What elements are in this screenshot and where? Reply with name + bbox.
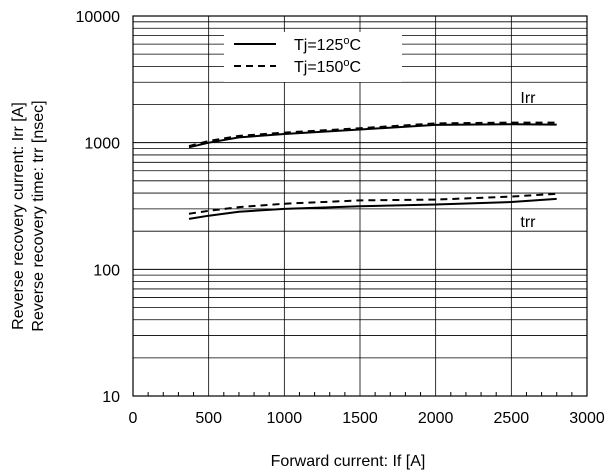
y-axis-label-line1: Reverse recovery current: Irr [A] bbox=[10, 102, 27, 330]
y-tick-label: 10 bbox=[102, 389, 120, 406]
series-irr-solid bbox=[188, 123, 557, 149]
legend-label-tj125: Tj=125oC bbox=[294, 35, 361, 54]
annotation-trr: trr bbox=[520, 214, 536, 231]
series-trr-solid bbox=[188, 197, 557, 220]
x-tick-label: 1500 bbox=[342, 410, 378, 427]
annotation-irr: Irr bbox=[520, 90, 536, 107]
series-trr-dashed bbox=[188, 192, 557, 215]
y-tick-label: 100 bbox=[93, 262, 120, 279]
x-tick-label: 2000 bbox=[418, 410, 454, 427]
series-irr-dashed bbox=[188, 121, 557, 148]
plot-frame bbox=[132, 15, 588, 397]
x-tick-label: 1000 bbox=[267, 410, 303, 427]
y-axis-label-line2: Reverse recovery time: trr [nsec] bbox=[30, 100, 47, 331]
x-tick-label: 500 bbox=[195, 410, 222, 427]
legend-box bbox=[224, 32, 402, 82]
series-layer bbox=[188, 121, 557, 220]
x-ticks: 0 500 1000 1500 2000 2500 3000 bbox=[129, 392, 605, 427]
x-tick-label: 3000 bbox=[569, 410, 605, 427]
legend-label-tj150: Tj=150oC bbox=[294, 57, 361, 76]
x-axis-label: Forward current: If [A] bbox=[271, 453, 426, 470]
y-tick-label: 10000 bbox=[76, 9, 121, 26]
grid bbox=[133, 16, 587, 396]
x-tick-label: 2500 bbox=[494, 410, 530, 427]
legend: Tj=125oC Tj=150oC bbox=[224, 32, 402, 82]
x-tick-label: 0 bbox=[129, 410, 138, 427]
y-tick-label: 1000 bbox=[84, 136, 120, 153]
y-ticks: 10 100 1000 10000 bbox=[76, 9, 121, 406]
